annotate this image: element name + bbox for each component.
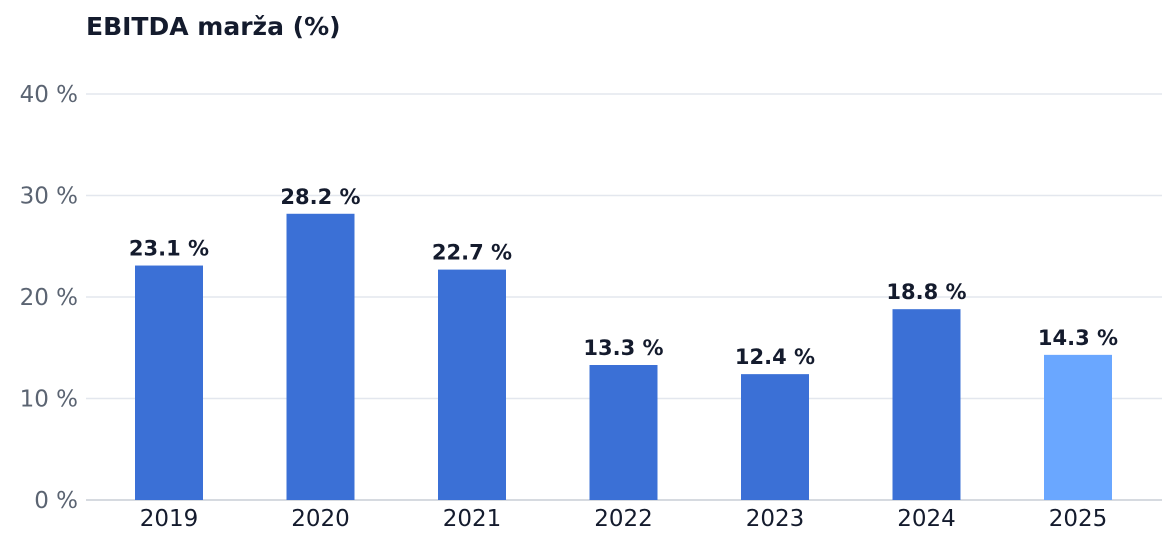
x-tick-label-2023: 2023 [746, 506, 805, 532]
bar-2021 [438, 269, 506, 500]
y-tick-label: 0 % [34, 488, 78, 514]
data-label-2021: 22.7 % [432, 241, 512, 265]
data-label-2023: 12.4 % [735, 345, 815, 369]
y-tick-label: 40 % [20, 82, 78, 108]
bar-2019 [135, 265, 203, 500]
x-axis-ticks: 2019 2020 2021 2022 2023 2024 2025 [140, 506, 1108, 532]
y-axis-ticks: 0 % 10 % 20 % 30 % 40 % [20, 82, 78, 514]
bar-2022 [589, 365, 658, 500]
x-tick-label-2025: 2025 [1049, 506, 1108, 532]
y-tick-label: 30 % [20, 184, 78, 210]
data-label-2019: 23.1 % [129, 237, 209, 261]
bar-2024 [892, 309, 961, 500]
bar-2023 [741, 374, 809, 500]
data-label-2025: 14.3 % [1038, 326, 1118, 350]
y-tick-label: 10 % [20, 387, 78, 413]
bar-2020 [286, 213, 355, 500]
x-tick-label-2021: 2021 [443, 506, 502, 532]
data-label-2022: 13.3 % [583, 336, 663, 360]
x-tick-label-2020: 2020 [291, 506, 350, 532]
chart-title: EBITDA marža (%) [86, 12, 341, 41]
x-tick-label-2024: 2024 [897, 506, 956, 532]
x-tick-label-2022: 2022 [594, 506, 653, 532]
bars [135, 213, 1112, 500]
x-tick-label-2019: 2019 [140, 506, 199, 532]
bar-2025 [1044, 354, 1112, 500]
y-tick-label: 20 % [20, 285, 78, 311]
data-label-2024: 18.8 % [886, 280, 966, 304]
data-labels: 23.1 % 28.2 % 22.7 % 13.3 % 12.4 % 18.8 % 14.3… [129, 185, 1118, 369]
data-label-2020: 28.2 % [280, 185, 360, 209]
